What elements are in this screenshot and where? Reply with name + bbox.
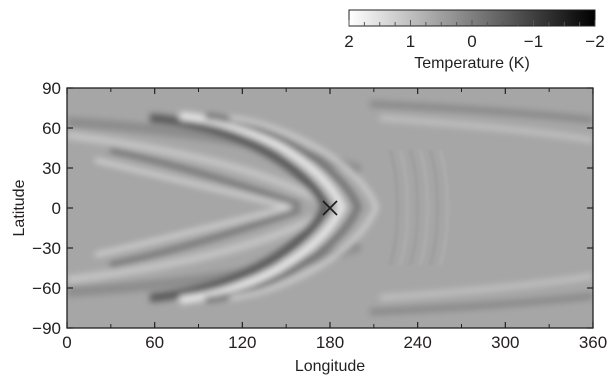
x-tick-label: 180 [316, 333, 344, 352]
colorbar-tick-label: 2 [344, 32, 353, 51]
heatmap-fine-ripples [389, 149, 449, 266]
x-tick-label: 120 [228, 333, 256, 352]
y-axis-title: Latitude [11, 179, 28, 236]
x-tick-label: 360 [579, 333, 607, 352]
wave-band [94, 205, 291, 257]
wave-band [369, 292, 593, 316]
wave-band [379, 115, 593, 143]
colorbar-tick-label: −2 [585, 32, 604, 51]
x-tick-label: 300 [491, 333, 519, 352]
wave-band [94, 158, 291, 209]
wave-band [109, 207, 301, 268]
x-tick-label: 60 [145, 333, 164, 352]
colorbar-tick-label: 1 [406, 32, 415, 51]
wave-band [67, 131, 322, 204]
marker-stroke [322, 200, 338, 216]
ripple [419, 149, 429, 266]
y-tick-label: −90 [32, 319, 61, 338]
ripple [389, 149, 399, 266]
x-axis: 0 60 120 180 240 300 360 [62, 88, 607, 352]
colorbar-ticks [348, 20, 596, 26]
y-tick-label: 60 [42, 119, 61, 138]
wave-band [109, 147, 301, 208]
y-tick-label: 0 [52, 199, 61, 218]
chevron-light [179, 112, 347, 304]
origin-marker [322, 200, 338, 216]
x-tick-label: 0 [62, 333, 71, 352]
heatmap-wave-pattern [67, 100, 593, 316]
y-tick-label: 90 [42, 79, 61, 98]
y-tick-label: −30 [32, 239, 61, 258]
chevron-dark [149, 113, 332, 303]
x-axis-title: Longitude [295, 358, 365, 375]
y-axis: 90 60 30 0 −30 −60 −90 [32, 79, 593, 338]
ripple [409, 149, 419, 266]
y-tick-label: 30 [42, 159, 61, 178]
ripple [439, 149, 449, 266]
ripple [429, 149, 439, 266]
colorbar-tick-label: 0 [467, 32, 476, 51]
colorbar: 2 1 0 −1 −2 Temperature (K) [344, 9, 605, 72]
x-tick-label: 240 [403, 333, 431, 352]
y-tick-label: −60 [32, 279, 61, 298]
wave-band [379, 273, 593, 301]
colorbar-label: Temperature (K) [414, 55, 530, 72]
ripple [399, 149, 409, 266]
wave-band [369, 100, 593, 124]
colorbar-tick-label: −1 [524, 32, 543, 51]
chevron-dark [204, 113, 362, 303]
wave-band [67, 212, 322, 284]
chevron-light [229, 115, 379, 301]
colorbar-tick-labels: 2 1 0 −1 −2 [344, 32, 604, 51]
